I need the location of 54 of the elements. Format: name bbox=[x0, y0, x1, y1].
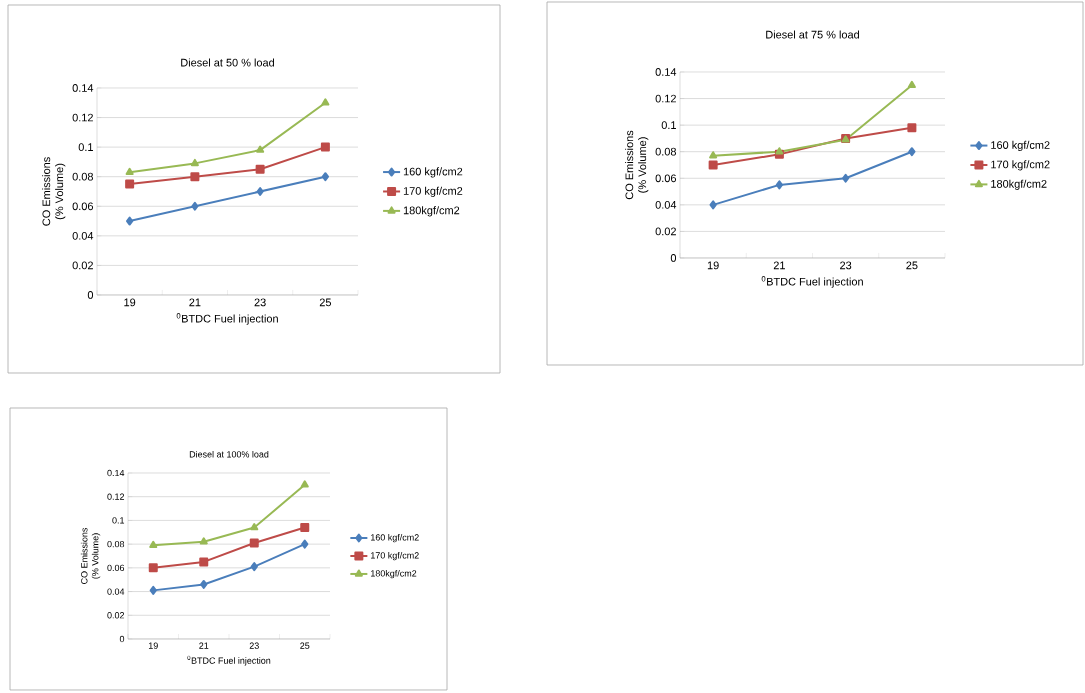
x-tick-label: 19 bbox=[707, 261, 719, 270]
chart-title: Diesel at 75 % load bbox=[766, 30, 859, 39]
legend-label: 160 kgf/cm2 bbox=[403, 167, 463, 178]
x-tick-label: 25 bbox=[906, 261, 918, 270]
y-axis-title: CO Emissions (% Volume) bbox=[80, 527, 101, 584]
y-tick-label: 0.06 bbox=[107, 564, 125, 572]
y-tick-label: 0.04 bbox=[107, 588, 125, 595]
x-tick-label: 25 bbox=[300, 642, 310, 649]
y-tick-label: 0.12 bbox=[72, 113, 93, 122]
y-tick-label: 0.02 bbox=[655, 227, 676, 236]
legend-label: 170 kgf/cm2 bbox=[991, 160, 1050, 171]
x-tick-label: 19 bbox=[124, 298, 136, 307]
y-tick-label: 0.02 bbox=[72, 261, 93, 270]
y-tick-label: 0.12 bbox=[655, 94, 676, 103]
y-tick-label: 0 bbox=[119, 635, 125, 643]
legend-label: 180kgf/cm2 bbox=[371, 569, 417, 579]
y-tick-label: 0.08 bbox=[107, 540, 125, 548]
y-tick-label: 0.04 bbox=[72, 231, 94, 240]
legend-label: 170 kgf/cm2 bbox=[403, 186, 463, 197]
x-tick-label: 19 bbox=[148, 642, 158, 649]
y-tick-label: 0.06 bbox=[72, 202, 93, 211]
y-axis-title: CO Emissions (% Volume) bbox=[625, 130, 649, 200]
y-tick-label: 0.08 bbox=[655, 147, 677, 156]
x-tick-label: 21 bbox=[199, 642, 209, 649]
x-tick-label: 23 bbox=[840, 261, 852, 270]
x-tick-label: 21 bbox=[189, 298, 201, 307]
y-tick-label: 0.04 bbox=[655, 200, 677, 209]
x-axis-title: $^{0}$BTDC Fuel injection bbox=[761, 276, 863, 288]
y-tick-label: 0.06 bbox=[655, 174, 677, 183]
legend-label: 170 kgf/cm2 bbox=[371, 551, 419, 561]
y-tick-label: 0 bbox=[670, 254, 677, 262]
x-tick-label: 23 bbox=[249, 642, 259, 649]
y-tick-label: 0.14 bbox=[655, 68, 677, 76]
legend-label: 160 kgf/cm2 bbox=[991, 140, 1050, 152]
y-tick-label: 0.02 bbox=[107, 612, 125, 619]
y-tick-label: 0.1 bbox=[78, 143, 93, 152]
y-tick-label: 0.1 bbox=[661, 121, 676, 130]
y-tick-label: 0.12 bbox=[107, 493, 125, 500]
x-tick-label: 23 bbox=[254, 298, 266, 307]
legend-label: 180kgf/cm2 bbox=[991, 179, 1047, 190]
x-axis-title: $^{0}$BTDC Fuel injection bbox=[187, 655, 271, 666]
y-tick-label: 0.08 bbox=[72, 172, 93, 181]
y-tick-label: 0.14 bbox=[72, 84, 94, 92]
y-tick-label: 0.14 bbox=[107, 469, 125, 477]
legend-label: 180kgf/cm2 bbox=[403, 206, 460, 217]
x-tick-label: 25 bbox=[319, 298, 332, 307]
x-axis-title: $^{0}$BTDC Fuel injection bbox=[176, 313, 278, 325]
chart-title: Diesel at 50 % load bbox=[181, 58, 274, 67]
legend-label: 160 kgf/cm2 bbox=[371, 534, 419, 543]
y-axis-title: CO Emissions (% Volume) bbox=[42, 157, 66, 226]
y-tick-label: 0.1 bbox=[112, 517, 125, 524]
y-tick-label: 0 bbox=[87, 291, 94, 299]
x-tick-label: 21 bbox=[773, 261, 785, 270]
chart-title: Diesel at 100% load bbox=[189, 450, 269, 458]
